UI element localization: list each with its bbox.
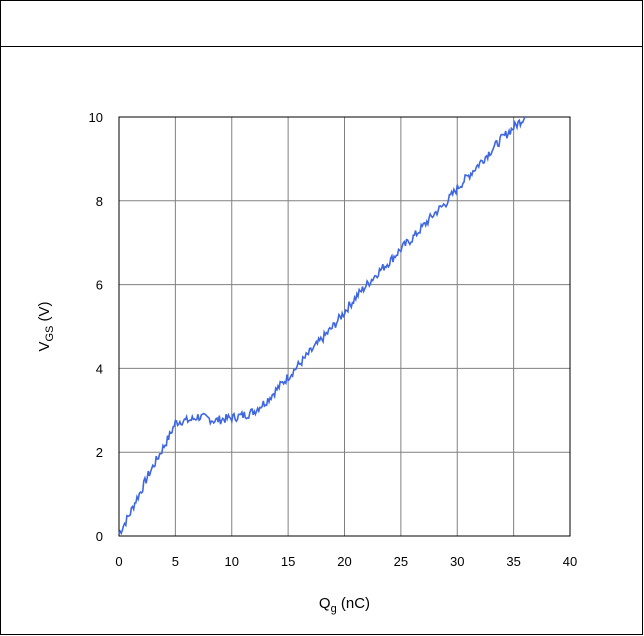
x-tick-label: 25 (394, 554, 408, 569)
x-tick-label: 35 (506, 554, 520, 569)
grid (118, 116, 571, 537)
x-tick-label: 0 (115, 554, 122, 569)
x-tick-label: 15 (281, 554, 295, 569)
x-tick-labels: 0 5 10 15 20 25 30 35 40 (115, 554, 577, 569)
y-axis-label: VGS (V) (36, 301, 56, 351)
x-tick-label: 30 (450, 554, 464, 569)
header-band (1, 1, 642, 47)
plot-area-border (118, 116, 571, 537)
y-tick-label: 0 (96, 529, 103, 544)
x-tick-label: 5 (172, 554, 179, 569)
y-tick-label: 2 (96, 445, 103, 460)
y-tick-label: 4 (96, 361, 103, 376)
x-tick-label: 40 (563, 554, 577, 569)
x-axis-label: Qg (nC) (319, 595, 370, 615)
y-tick-labels: 0 2 4 6 8 10 (89, 110, 103, 544)
vgs-series-line (118, 116, 526, 536)
x-tick-label: 20 (337, 554, 351, 569)
y-tick-label: 6 (96, 278, 103, 293)
y-tick-label: 8 (96, 194, 103, 209)
y-tick-label: 10 (89, 110, 103, 125)
x-tick-label: 10 (225, 554, 239, 569)
